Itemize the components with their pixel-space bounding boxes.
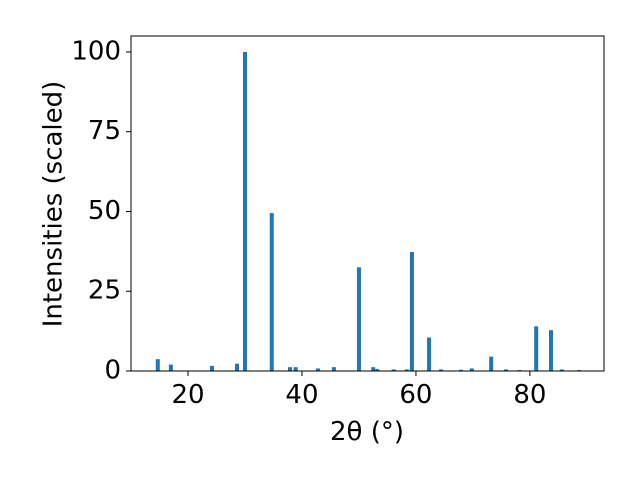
bar	[439, 369, 444, 371]
bar	[168, 364, 173, 371]
bar	[503, 369, 508, 371]
bar	[242, 51, 247, 371]
bar	[458, 369, 463, 371]
x-axis-label: 2θ (°)	[330, 417, 404, 447]
y-tick-label: 50	[88, 196, 121, 226]
bar	[287, 367, 292, 371]
x-tick-label: 40	[285, 380, 318, 410]
bar	[427, 337, 432, 371]
bar	[534, 326, 539, 371]
plot-frame	[130, 35, 605, 372]
y-axis-label: Intensities (scaled)	[39, 81, 69, 328]
bar	[409, 251, 414, 371]
y-tick-label: 0	[104, 356, 121, 386]
bar	[371, 367, 376, 371]
bar	[331, 367, 336, 371]
y-tick-label: 100	[71, 36, 121, 66]
bar	[356, 267, 361, 371]
bar	[375, 369, 380, 371]
y-tick-label: 75	[88, 116, 121, 146]
bar	[549, 330, 554, 371]
bar	[404, 369, 409, 371]
x-tick-label: 60	[399, 380, 432, 410]
bar	[234, 363, 239, 371]
bar	[559, 369, 564, 371]
bar	[209, 365, 214, 371]
bar	[391, 369, 396, 371]
bar	[269, 213, 274, 371]
y-tick-label: 25	[88, 276, 121, 306]
bar	[469, 368, 474, 371]
bar	[315, 368, 320, 371]
x-tick-label: 80	[513, 380, 546, 410]
x-tick-label: 20	[171, 380, 204, 410]
bar	[489, 356, 494, 371]
bar	[155, 359, 160, 371]
bar	[293, 367, 298, 371]
